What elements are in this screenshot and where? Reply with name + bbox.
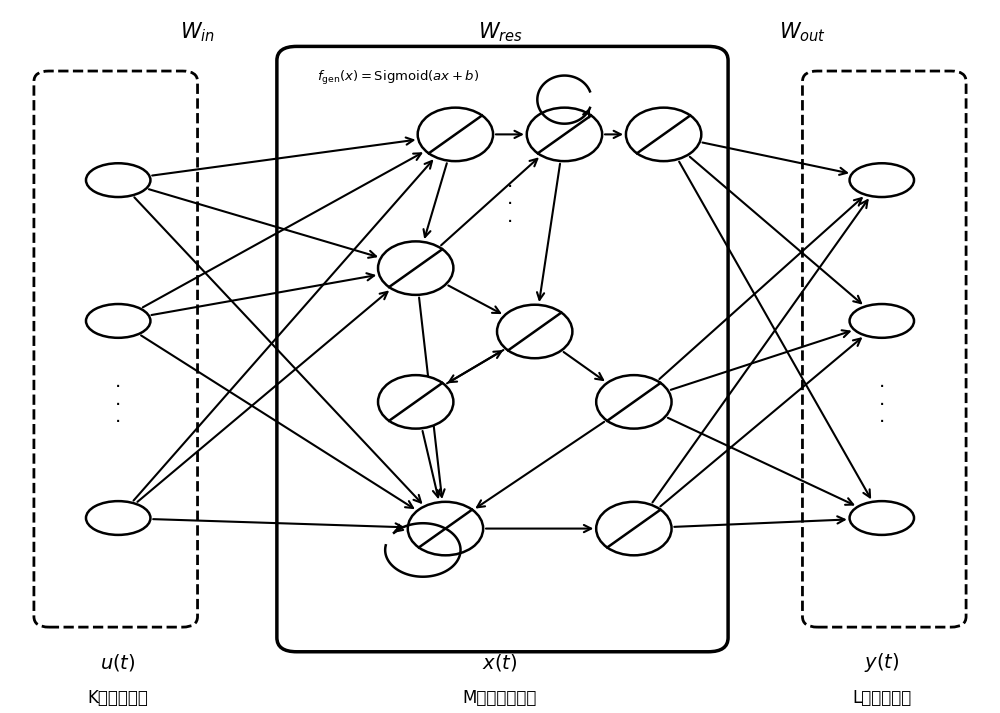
FancyBboxPatch shape — [802, 71, 966, 627]
FancyBboxPatch shape — [34, 71, 198, 627]
Circle shape — [497, 304, 572, 358]
Text: $f_{\rm gen}(x) = {\rm Sigmoid}(ax + b)$: $f_{\rm gen}(x) = {\rm Sigmoid}(ax + b)$ — [317, 69, 479, 87]
Text: $u(t)$: $u(t)$ — [100, 652, 136, 673]
Text: ·
·
·: · · · — [115, 379, 121, 432]
Circle shape — [408, 502, 483, 555]
Circle shape — [378, 242, 453, 295]
Ellipse shape — [86, 501, 150, 535]
Ellipse shape — [850, 163, 914, 197]
Text: $W_{in}$: $W_{in}$ — [180, 21, 215, 44]
Circle shape — [626, 108, 701, 161]
Text: $y(t)$: $y(t)$ — [864, 651, 899, 674]
FancyBboxPatch shape — [277, 46, 728, 652]
Ellipse shape — [850, 304, 914, 338]
Text: L个输入单元: L个输入单元 — [852, 689, 911, 707]
Ellipse shape — [86, 163, 150, 197]
Text: ·
·
·: · · · — [507, 178, 513, 232]
Circle shape — [596, 375, 672, 429]
Text: $W_{res}$: $W_{res}$ — [478, 21, 522, 44]
Ellipse shape — [86, 304, 150, 338]
Circle shape — [596, 502, 672, 555]
Ellipse shape — [850, 501, 914, 535]
Text: $x(t)$: $x(t)$ — [482, 652, 518, 673]
Text: M个储备池单元: M个储备池单元 — [463, 689, 537, 707]
Circle shape — [418, 108, 493, 161]
Text: K个输入单元: K个输入单元 — [88, 689, 149, 707]
Circle shape — [527, 108, 602, 161]
Text: $W_{out}$: $W_{out}$ — [779, 21, 826, 44]
Text: ·
·
·: · · · — [879, 379, 885, 432]
Circle shape — [378, 375, 453, 429]
